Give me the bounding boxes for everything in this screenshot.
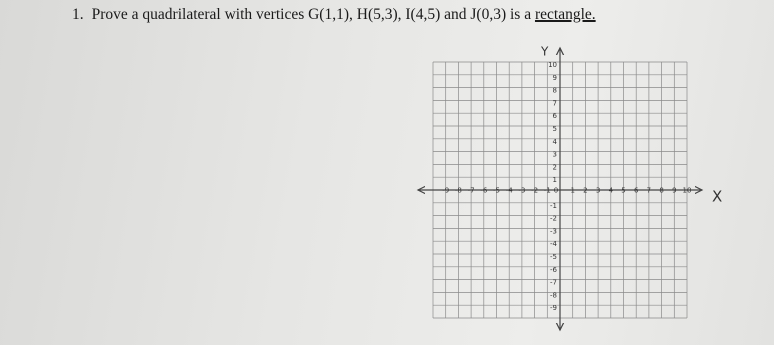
x-tick-label: 9 — [672, 187, 676, 195]
x-tick-label: -5 — [493, 187, 500, 195]
x-tick-label: -2 — [531, 187, 538, 195]
x-tick-label: -6 — [480, 187, 488, 195]
x-tick-label: 1 — [570, 187, 574, 195]
y-tick-label: -3 — [550, 227, 557, 235]
y-tick-label: -1 — [550, 202, 557, 210]
x-axis-label: X — [712, 188, 722, 206]
y-tick-label: -4 — [550, 240, 558, 248]
x-tick-label: -3 — [518, 187, 525, 195]
y-tick-label: -9 — [550, 304, 557, 312]
question: 1. Prove a quadrilateral with vertices G(… — [72, 6, 596, 24]
y-tick-label: -8 — [550, 291, 557, 299]
question-text: Prove a quadrilateral with vertices G(1,… — [91, 6, 535, 23]
y-tick-label: 7 — [553, 99, 557, 107]
x-tick-label: 8 — [659, 187, 663, 195]
x-tick-label: 4 — [609, 187, 614, 195]
y-tick-label: 5 — [553, 125, 557, 133]
y-tick-label: 1 — [553, 176, 557, 184]
x-tick-label: 10 — [683, 187, 692, 195]
y-tick-label: 10 — [548, 61, 557, 69]
y-tick-label: 3 — [553, 151, 557, 159]
x-tick-label: 0 — [554, 187, 558, 195]
x-tick-label: -1 — [544, 187, 551, 195]
y-tick-label: 8 — [553, 87, 557, 95]
x-tick-label: 5 — [621, 187, 625, 195]
x-tick-label: -4 — [506, 187, 514, 195]
y-tick-label: 2 — [553, 163, 557, 171]
y-axis-label: Y — [540, 45, 549, 59]
x-tick-label: -9 — [442, 187, 449, 195]
question-emphasis: rectangle. — [534, 6, 596, 23]
question-number: 1. — [72, 6, 84, 23]
x-tick-label: -7 — [468, 187, 475, 195]
y-tick-label: -2 — [550, 215, 557, 223]
x-tick-label: 7 — [647, 187, 651, 195]
y-tick-label: -6 — [550, 266, 558, 274]
x-tick-label: 2 — [583, 187, 587, 195]
y-tick-label: 6 — [553, 112, 558, 120]
y-tick-label: -7 — [550, 279, 557, 287]
y-tick-label: 9 — [553, 74, 557, 82]
y-tick-label: 4 — [553, 138, 558, 146]
x-tick-label: -8 — [455, 187, 462, 195]
y-tick-label: -5 — [550, 253, 557, 261]
x-tick-label: 3 — [596, 187, 600, 195]
x-tick-label: 6 — [634, 187, 639, 195]
